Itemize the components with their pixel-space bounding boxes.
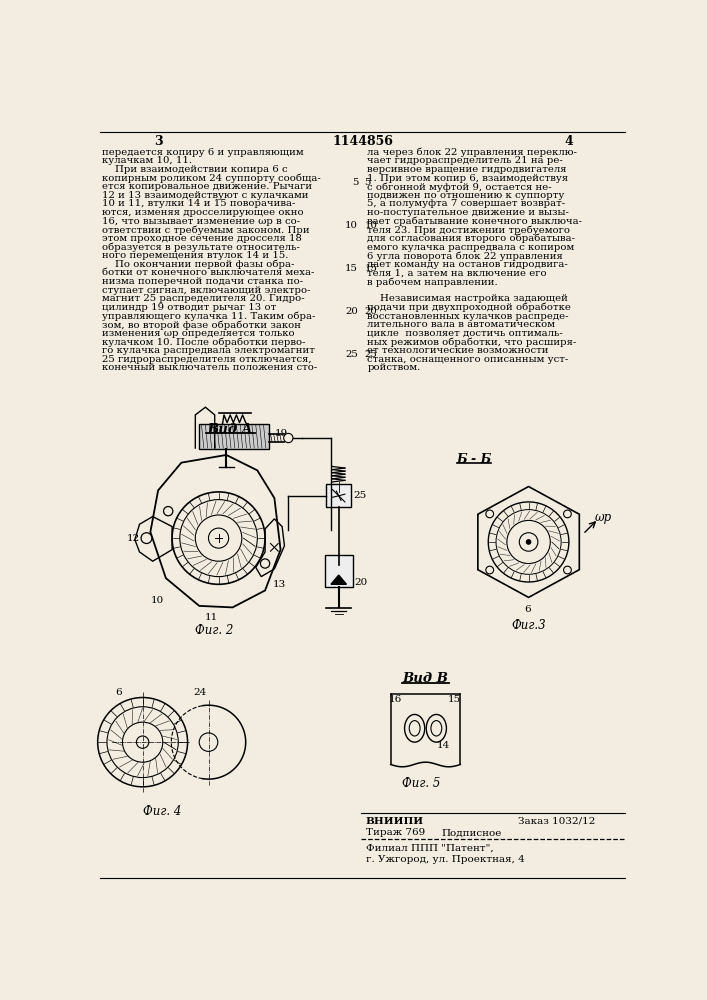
Text: Вид А: Вид А — [207, 423, 253, 436]
Text: Независимая настройка задающей: Независимая настройка задающей — [368, 294, 568, 303]
Text: емого кулачка распредвала с копиром: емого кулачка распредвала с копиром — [368, 243, 575, 252]
Text: Фиг. 4: Фиг. 4 — [143, 805, 181, 818]
Text: 4: 4 — [564, 135, 573, 148]
Text: в рабочем направлении.: в рабочем направлении. — [368, 277, 498, 287]
Text: но-поступательное движение и вызы-: но-поступательное движение и вызы- — [368, 208, 569, 217]
Text: ступает сигнал, включающий электро-: ступает сигнал, включающий электро- — [103, 286, 311, 295]
Text: 10: 10 — [345, 221, 358, 230]
Text: ет технологические возможности: ет технологические возможности — [368, 346, 549, 355]
Text: ройством.: ройством. — [368, 363, 421, 372]
Bar — [325, 555, 353, 587]
Text: 10: 10 — [364, 221, 377, 230]
Text: вает срабатывание конечного выключа-: вает срабатывание конечного выключа- — [368, 217, 583, 226]
Text: ВНИИПИ: ВНИИПИ — [366, 817, 424, 826]
Text: ботки от конечного выключателя меха-: ботки от конечного выключателя меха- — [103, 268, 315, 277]
Text: 25 гидрораспределителя отключается,: 25 гидрораспределителя отключается, — [103, 355, 312, 364]
Text: 15: 15 — [345, 264, 358, 273]
Text: 10: 10 — [151, 596, 163, 605]
Text: 13: 13 — [273, 580, 286, 589]
Text: 5: 5 — [351, 178, 358, 187]
Text: версивное вращение гидродвигателя: версивное вращение гидродвигателя — [368, 165, 567, 174]
Circle shape — [526, 540, 531, 544]
Text: ются, изменяя дросселирующее окно: ются, изменяя дросселирующее окно — [103, 208, 304, 217]
Text: передается копиру 6 и управляющим: передается копиру 6 и управляющим — [103, 148, 304, 157]
Text: для согласования второго обрабатыва-: для согласования второго обрабатыва- — [368, 234, 575, 243]
Text: Вид В: Вид В — [402, 672, 448, 685]
Text: образуется в результате относитель-: образуется в результате относитель- — [103, 243, 300, 252]
Text: 6 угла поворота блок 22 управления: 6 угла поворота блок 22 управления — [368, 251, 563, 261]
Text: 20: 20 — [354, 578, 368, 587]
Text: 3: 3 — [154, 135, 163, 148]
Text: 12 и 13 взаимодействуют с кулачками: 12 и 13 взаимодействуют с кулачками — [103, 191, 309, 200]
Text: 5, а полумуфта 7 совершает возврат-: 5, а полумуфта 7 совершает возврат- — [368, 199, 566, 208]
Text: 15: 15 — [364, 264, 377, 273]
Text: теля 23. При достижении требуемого: теля 23. При достижении требуемого — [368, 225, 571, 235]
Text: Тираж 769: Тираж 769 — [366, 828, 425, 837]
Text: ных режимов обработки, что расширя-: ных режимов обработки, что расширя- — [368, 337, 577, 347]
Text: ется копировальное движение. Рычаги: ется копировальное движение. Рычаги — [103, 182, 312, 191]
Text: Подписное: Подписное — [441, 828, 501, 837]
Text: 10 и 11, втулки 14 и 15 поворачива-: 10 и 11, втулки 14 и 15 поворачива- — [103, 199, 296, 208]
Text: ответствии с требуемым законом. При: ответствии с требуемым законом. При — [103, 225, 310, 235]
Text: 20: 20 — [345, 307, 358, 316]
Text: ного перемещения втулок 14 и 15.: ного перемещения втулок 14 и 15. — [103, 251, 289, 260]
Text: копирным роликом 24 суппорту сообща-: копирным роликом 24 суппорту сообща- — [103, 174, 321, 183]
Text: 25: 25 — [354, 491, 367, 500]
Text: станка, оснащенного описанным уст-: станка, оснащенного описанным уст- — [368, 355, 568, 364]
Text: 1144856: 1144856 — [332, 135, 393, 148]
Bar — [327, 484, 351, 507]
Text: подачи при двухпроходной обработке: подачи при двухпроходной обработке — [368, 303, 571, 312]
Text: ωр: ωр — [595, 511, 612, 524]
Text: Фиг. 5: Фиг. 5 — [402, 777, 440, 790]
Text: 25: 25 — [364, 350, 377, 359]
Text: подвижен по отношению к суппорту: подвижен по отношению к суппорту — [368, 191, 565, 200]
Text: лительного вала в автоматическом: лительного вала в автоматическом — [368, 320, 556, 329]
Text: 25: 25 — [345, 350, 358, 359]
Text: 16: 16 — [389, 695, 402, 704]
Text: этом проходное сечение дросселя 18: этом проходное сечение дросселя 18 — [103, 234, 302, 243]
Bar — [199, 424, 269, 449]
Text: ла через блок 22 управления переклю-: ла через блок 22 управления переклю- — [368, 148, 577, 157]
Text: зом, во второй фазе обработки закон: зом, во второй фазе обработки закон — [103, 320, 301, 330]
Text: 1. При этом копир 6, взаимодействуя: 1. При этом копир 6, взаимодействуя — [368, 174, 568, 183]
Text: 15: 15 — [448, 695, 461, 704]
Text: 16, что вызывает изменение ωр в со-: 16, что вызывает изменение ωр в со- — [103, 217, 300, 226]
Text: восстановленных кулачков распреде-: восстановленных кулачков распреде- — [368, 312, 569, 321]
Polygon shape — [331, 575, 346, 584]
Text: г. Ужгород, ул. Проектная, 4: г. Ужгород, ул. Проектная, 4 — [366, 855, 525, 864]
Text: По окончании первой фазы обра-: По окончании первой фазы обра- — [103, 260, 295, 269]
Text: управляющего кулачка 11. Таким обра-: управляющего кулачка 11. Таким обра- — [103, 312, 316, 321]
Text: 6: 6 — [115, 688, 122, 697]
Text: го кулачка распредвала электромагнит: го кулачка распредвала электромагнит — [103, 346, 315, 355]
Text: с обгонной муфтой 9, остается не-: с обгонной муфтой 9, остается не- — [368, 182, 552, 192]
Text: 20: 20 — [364, 307, 377, 316]
Text: При взаимодействии копира 6 с: При взаимодействии копира 6 с — [103, 165, 288, 174]
Text: теля 1, а затем на включение его: теля 1, а затем на включение его — [368, 268, 547, 277]
Text: 11: 11 — [204, 613, 218, 622]
Text: низма поперечной подачи станка по-: низма поперечной подачи станка по- — [103, 277, 303, 286]
Text: 19: 19 — [275, 429, 288, 438]
Text: конечный выключатель положения сто-: конечный выключатель положения сто- — [103, 363, 317, 372]
Text: 14: 14 — [437, 741, 450, 750]
Text: Фиг. 2: Фиг. 2 — [194, 624, 233, 637]
Text: магнит 25 распределителя 20. Гидро-: магнит 25 распределителя 20. Гидро- — [103, 294, 305, 303]
Text: 6: 6 — [525, 605, 532, 614]
Text: дает команду на останов гидродвига-: дает команду на останов гидродвига- — [368, 260, 568, 269]
Text: цилиндр 19 отводит рычаг 13 от: цилиндр 19 отводит рычаг 13 от — [103, 303, 276, 312]
Text: Филиал ППП "Патент",: Филиал ППП "Патент", — [366, 844, 493, 853]
Text: цикле  позволяет достичь оптималь-: цикле позволяет достичь оптималь- — [368, 329, 563, 338]
Text: кулачкам 10, 11.: кулачкам 10, 11. — [103, 156, 192, 165]
Text: Б - Б: Б - Б — [456, 453, 491, 466]
Text: Фиг.3: Фиг.3 — [511, 619, 546, 632]
Text: 24: 24 — [193, 688, 206, 697]
Text: изменения ωр определяется только: изменения ωр определяется только — [103, 329, 295, 338]
Text: чает гидрораспределитель 21 на ре-: чает гидрораспределитель 21 на ре- — [368, 156, 563, 165]
Text: кулачком 10. После обработки перво-: кулачком 10. После обработки перво- — [103, 337, 306, 347]
Text: Заказ 1032/12: Заказ 1032/12 — [518, 817, 596, 826]
Text: 12: 12 — [127, 534, 141, 543]
Text: 5: 5 — [364, 178, 370, 187]
